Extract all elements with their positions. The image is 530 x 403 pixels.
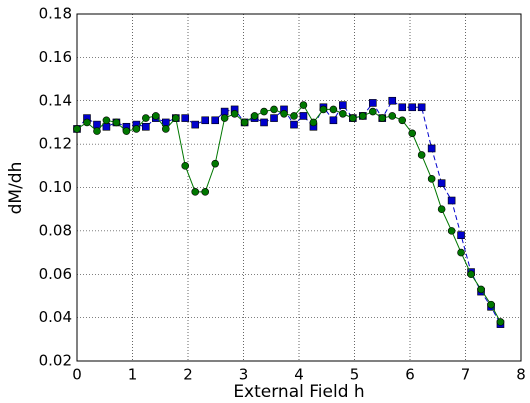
marker [152, 112, 160, 120]
marker [417, 151, 426, 159]
marker [408, 129, 417, 138]
x-tick-label: 7 [461, 366, 471, 384]
x-tick-label: 2 [183, 366, 193, 384]
y-tick-label: 0.02 [39, 352, 72, 370]
marker [211, 116, 219, 125]
marker [408, 103, 417, 112]
marker [132, 125, 141, 133]
marker [299, 101, 308, 109]
marker [319, 105, 328, 114]
x-tick-label: 1 [128, 366, 138, 384]
marker [290, 112, 298, 120]
marker [93, 120, 101, 129]
marker [437, 205, 446, 213]
marker [250, 112, 259, 120]
marker [270, 114, 278, 122]
marker [369, 107, 377, 116]
marker [142, 114, 150, 122]
marker [171, 114, 180, 122]
y-tick-label: 0.04 [39, 308, 72, 326]
marker [220, 107, 229, 116]
marker [437, 179, 446, 187]
marker [181, 114, 190, 122]
marker [162, 118, 170, 127]
marker [211, 159, 219, 168]
marker [162, 125, 170, 133]
marker [260, 107, 268, 116]
marker [102, 122, 111, 131]
x-tick-label: 3 [239, 366, 249, 384]
marker [83, 118, 91, 127]
marker [309, 118, 318, 127]
marker [496, 318, 505, 326]
marker [487, 300, 495, 309]
marker [299, 112, 308, 120]
x-tick-label: 8 [516, 366, 526, 384]
y-tick-label: 0.14 [39, 91, 72, 109]
marker [240, 118, 249, 127]
marker [93, 127, 101, 135]
marker [398, 116, 407, 125]
marker [477, 285, 485, 294]
marker [339, 109, 347, 118]
marker [427, 175, 436, 183]
y-axis-label: dM/dh [6, 162, 26, 215]
marker [102, 116, 111, 125]
marker [220, 114, 229, 122]
x-axis-label: External Field h [233, 382, 364, 402]
marker [191, 188, 200, 196]
marker [329, 116, 338, 125]
x-tick-label: 5 [350, 366, 360, 384]
y-tick-label: 0.18 [39, 5, 72, 23]
y-tick-label: 0.16 [39, 48, 72, 66]
marker [201, 188, 210, 196]
marker [201, 116, 210, 125]
marker [329, 105, 338, 114]
marker [378, 114, 387, 122]
marker [457, 231, 465, 240]
marker [270, 105, 278, 114]
marker [388, 96, 397, 105]
marker [388, 112, 397, 120]
y-tick-label: 0.12 [39, 135, 72, 153]
marker [280, 109, 288, 118]
marker [467, 270, 475, 279]
marker [417, 103, 426, 112]
marker [122, 127, 131, 135]
marker [191, 120, 200, 129]
marker [290, 120, 298, 129]
marker [73, 125, 81, 133]
y-tick-label: 0.08 [39, 221, 72, 239]
marker [260, 118, 268, 127]
plot-frame [76, 13, 522, 362]
marker [359, 112, 367, 120]
marker [349, 114, 357, 122]
marker [447, 227, 456, 235]
x-tick-label: 4 [294, 366, 304, 384]
marker [181, 162, 190, 170]
marker [369, 99, 377, 107]
marker [398, 103, 407, 112]
series-line [76, 100, 501, 325]
marker [142, 122, 150, 131]
marker [427, 144, 436, 153]
x-tick-label: 6 [405, 366, 415, 384]
marker [457, 248, 465, 257]
x-tick-label: 0 [72, 366, 82, 384]
y-tick-label: 0.10 [39, 178, 72, 196]
marker [447, 196, 456, 205]
marker [339, 101, 347, 109]
y-tick-label: 0.06 [39, 265, 72, 283]
marker [230, 109, 239, 118]
marker [112, 118, 121, 127]
series-line [76, 104, 501, 323]
